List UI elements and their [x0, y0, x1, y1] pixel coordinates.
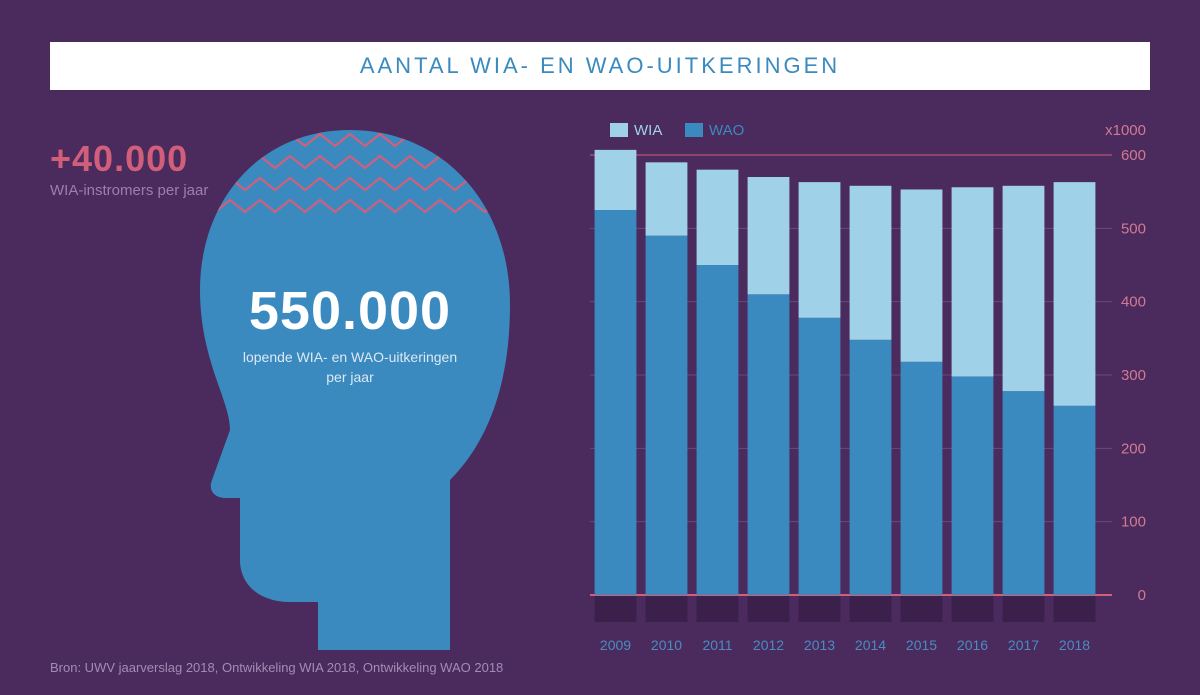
- bar-wao: [646, 236, 688, 595]
- bar-wao: [901, 362, 943, 595]
- bar-wia: [952, 187, 994, 376]
- legend: WIA WAO x1000: [610, 122, 1146, 139]
- bar-wia: [595, 150, 637, 210]
- page-title: AANTAL WIA- EN WAO-UITKERINGEN: [360, 53, 840, 79]
- chart-svg: 0 100 200 300 400 500 600 2009 2010 2011 2012 2013 2…: [590, 115, 1150, 660]
- bar-wao: [952, 376, 994, 595]
- svg-text:2010: 2010: [651, 637, 682, 653]
- bar-wao: [1054, 406, 1096, 595]
- source-citation: Bron: UWV jaarverslag 2018, Ontwikkeling…: [50, 660, 503, 675]
- stat-value: +40.000: [50, 138, 208, 180]
- svg-text:500: 500: [1121, 220, 1146, 237]
- head-silhouette-icon: [190, 130, 530, 650]
- svg-text:2011: 2011: [702, 637, 732, 653]
- svg-text:100: 100: [1121, 514, 1146, 531]
- bar-wao: [1003, 391, 1045, 595]
- svg-text:2015: 2015: [906, 637, 937, 653]
- svg-text:2018: 2018: [1059, 637, 1090, 653]
- bar-wia: [697, 170, 739, 265]
- svg-text:300: 300: [1121, 367, 1146, 384]
- bar-wia: [1003, 186, 1045, 391]
- svg-text:2009: 2009: [600, 637, 631, 653]
- head-callout: 550.000 lopende WIA- en WAO-uitkeringen …: [190, 280, 510, 387]
- bar-wia: [799, 182, 841, 318]
- svg-text:2014: 2014: [855, 637, 886, 653]
- svg-text:WIA: WIA: [634, 122, 662, 139]
- svg-text:2013: 2013: [804, 637, 835, 653]
- svg-text:200: 200: [1121, 440, 1146, 457]
- bar-chart: 0 100 200 300 400 500 600 2009 2010 2011 2012 2013 2…: [590, 115, 1150, 660]
- bar-wao: [799, 318, 841, 595]
- bar-wao: [595, 210, 637, 595]
- head-number: 550.000: [190, 280, 510, 342]
- bar-wao: [697, 265, 739, 595]
- svg-text:WAO: WAO: [709, 122, 744, 139]
- svg-text:x1000: x1000: [1105, 122, 1146, 139]
- svg-text:2012: 2012: [753, 637, 784, 653]
- svg-text:400: 400: [1121, 294, 1146, 311]
- bar-wia: [850, 186, 892, 340]
- bar-wia: [901, 189, 943, 361]
- svg-text:2017: 2017: [1008, 637, 1039, 653]
- stat-caption: WIA-instromers per jaar: [50, 182, 208, 199]
- head-caption: lopende WIA- en WAO-uitkeringen per jaar: [190, 348, 510, 387]
- bar-wao: [748, 294, 790, 595]
- bar-wia: [748, 177, 790, 294]
- title-bar: AANTAL WIA- EN WAO-UITKERINGEN: [50, 42, 1150, 90]
- bar-wia: [646, 162, 688, 235]
- svg-text:2016: 2016: [957, 637, 988, 653]
- bar-wao: [850, 340, 892, 595]
- svg-text:600: 600: [1121, 147, 1146, 164]
- head-graphic: 550.000 lopende WIA- en WAO-uitkeringen …: [190, 130, 530, 650]
- svg-text:0: 0: [1138, 587, 1146, 604]
- stat-instromers: +40.000 WIA-instromers per jaar: [50, 138, 208, 199]
- bar-wia: [1054, 182, 1096, 406]
